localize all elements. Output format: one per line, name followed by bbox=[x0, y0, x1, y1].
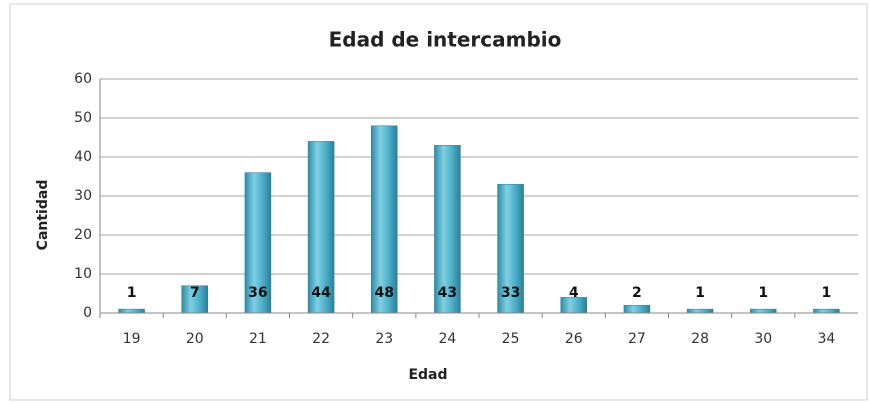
bar bbox=[434, 145, 461, 314]
x-axis-label: Edad bbox=[408, 367, 447, 383]
data-label: 1 bbox=[127, 285, 137, 301]
bar bbox=[750, 308, 777, 314]
data-label: 43 bbox=[438, 285, 457, 301]
x-tick-label: 26 bbox=[565, 331, 583, 347]
data-label: 4 bbox=[569, 285, 579, 301]
data-label: 1 bbox=[695, 285, 705, 301]
y-axis-label: Cantidad bbox=[35, 180, 51, 251]
data-label: 1 bbox=[758, 285, 768, 301]
x-tick-label: 20 bbox=[186, 331, 204, 347]
x-tick-label: 24 bbox=[439, 331, 457, 347]
data-label: 48 bbox=[375, 285, 394, 301]
data-label: 1 bbox=[822, 285, 832, 301]
x-tick-label: 23 bbox=[375, 331, 393, 347]
y-tick-label: 40 bbox=[74, 149, 92, 165]
bar bbox=[118, 308, 145, 314]
data-label: 2 bbox=[632, 285, 642, 301]
y-tick-label: 0 bbox=[83, 305, 92, 321]
y-tick-label: 60 bbox=[74, 71, 92, 87]
y-tick-label: 30 bbox=[74, 188, 92, 204]
y-tick-label: 20 bbox=[74, 227, 92, 243]
x-tick-label: 19 bbox=[123, 331, 141, 347]
x-tick-label: 25 bbox=[502, 331, 520, 347]
x-tick-label: 22 bbox=[312, 331, 330, 347]
bar bbox=[497, 184, 524, 314]
x-tick-label: 34 bbox=[818, 331, 836, 347]
y-tick-label: 50 bbox=[74, 110, 92, 126]
bar bbox=[623, 304, 651, 314]
bar bbox=[181, 285, 208, 314]
data-label: 36 bbox=[248, 285, 267, 301]
data-label: 44 bbox=[311, 285, 331, 301]
bar bbox=[371, 125, 398, 314]
x-tick-label: 28 bbox=[691, 331, 709, 347]
x-tick-label: 27 bbox=[628, 331, 646, 347]
chart-title: Edad de intercambio bbox=[329, 28, 562, 52]
data-label: 33 bbox=[501, 285, 520, 301]
bar bbox=[686, 308, 714, 314]
bar bbox=[307, 141, 335, 314]
data-label: 7 bbox=[190, 285, 200, 301]
y-tick-label: 10 bbox=[74, 266, 92, 282]
bar bbox=[244, 172, 272, 314]
bar bbox=[813, 308, 840, 314]
x-tick-label: 21 bbox=[249, 331, 267, 347]
x-tick-label: 30 bbox=[754, 331, 772, 347]
